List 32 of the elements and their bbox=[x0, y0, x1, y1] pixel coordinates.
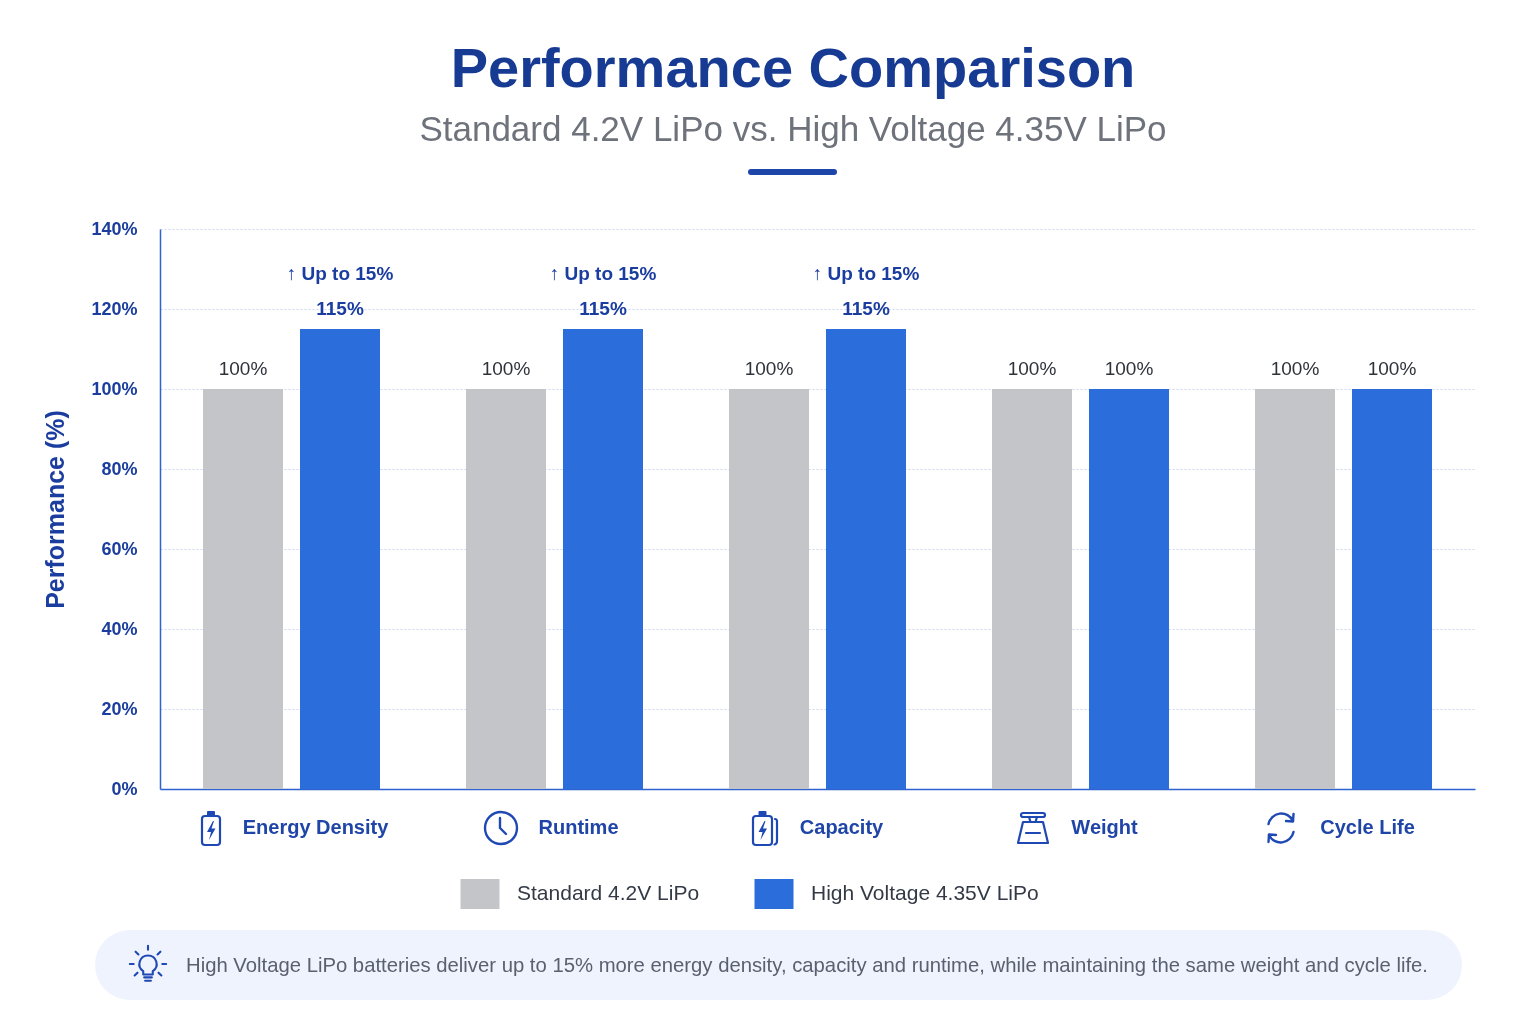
annotation: ↑ Up to 15% bbox=[286, 263, 394, 284]
x-tick-label: Energy Density bbox=[242, 815, 390, 838]
x-tick-label: Cycle Life bbox=[1320, 815, 1415, 838]
data-label: 115% bbox=[316, 298, 364, 319]
y-tick-label: 120% bbox=[91, 298, 138, 319]
chart-title: Performance Comparison bbox=[449, 36, 1137, 99]
x-tick-label: Weight bbox=[1071, 815, 1138, 838]
chart-subtitle: Standard 4.2V LiPo vs. High Voltage 4.35V LiPo bbox=[418, 109, 1168, 148]
y-tick-label: 20% bbox=[101, 698, 138, 719]
y-tick-label: 100% bbox=[91, 378, 138, 399]
x-tick-label: Capacity bbox=[799, 815, 885, 838]
data-label: 100% bbox=[1270, 358, 1320, 379]
y-tick-label: 80% bbox=[101, 458, 138, 479]
legend-label: High Voltage 4.35V LiPo bbox=[811, 881, 1039, 904]
data-label: 100% bbox=[1104, 358, 1154, 379]
data-label: 100% bbox=[218, 358, 268, 379]
data-label: 100% bbox=[1367, 358, 1417, 379]
annotation: ↑ Up to 15% bbox=[549, 263, 657, 284]
data-label: 115% bbox=[579, 298, 627, 319]
y-tick-label: 140% bbox=[91, 218, 138, 239]
y-tick-label: 0% bbox=[111, 778, 138, 799]
x-tick-label: Runtime bbox=[538, 815, 619, 838]
legend-label: Standard 4.2V LiPo bbox=[517, 881, 700, 904]
data-label: 115% bbox=[842, 298, 890, 319]
y-axis-title: Performance (%) bbox=[41, 410, 70, 609]
data-label: 100% bbox=[744, 358, 794, 379]
y-tick-label: 60% bbox=[101, 538, 138, 559]
annotation: ↑ Up to 15% bbox=[812, 263, 920, 284]
data-label: 100% bbox=[481, 358, 531, 379]
data-label: 100% bbox=[1007, 358, 1057, 379]
y-tick-label: 40% bbox=[101, 618, 138, 639]
note-panel: High Voltage LiPo batteries deliver up to 15% more energy density, capacity and runtime, while maintaining the same weight and cycle life. bbox=[95, 930, 1462, 1000]
